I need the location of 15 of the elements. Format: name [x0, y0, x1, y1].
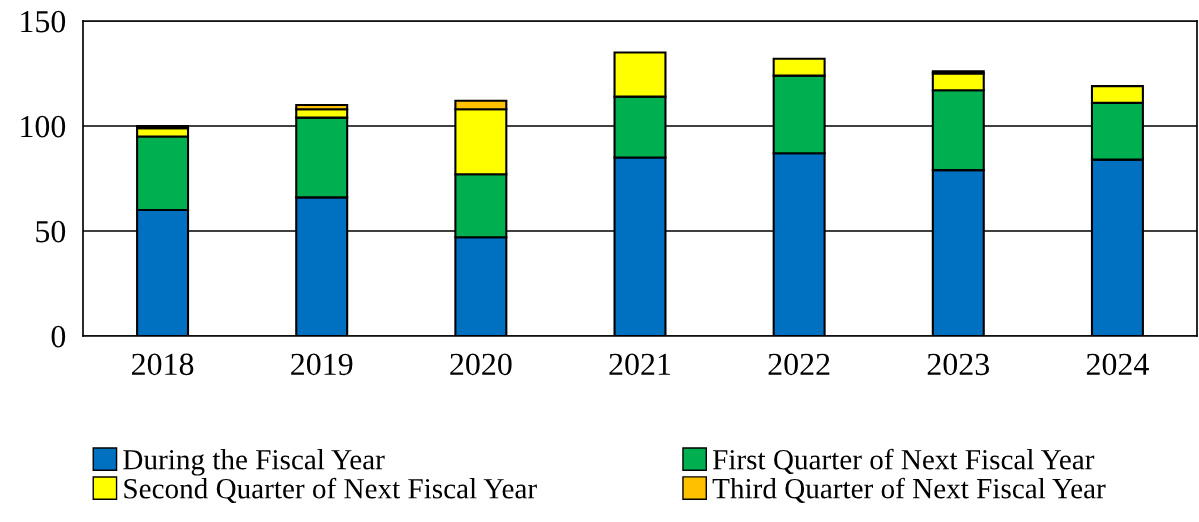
x-tick-label: 2022: [768, 353, 830, 376]
legend-label: Second Quarter of Next Fiscal Year: [124, 477, 537, 504]
legend-label: First Quarter of Next Fiscal Year: [712, 448, 1095, 474]
y-tick-label: 150: [21, 10, 66, 33]
y-tick-label: 50: [36, 220, 66, 243]
x-tick-label: 2020: [450, 353, 512, 376]
legend-label: During the Fiscal Year: [123, 449, 385, 476]
x-tick-label: 2019: [291, 353, 353, 376]
x-tick-label: 2024: [1086, 353, 1149, 376]
y-tick-label: 0: [51, 325, 66, 348]
x-tick-label: 2018: [132, 353, 194, 376]
x-tick-label: 2023: [927, 353, 989, 376]
y-tick-label: 100: [21, 115, 66, 138]
legend-label: Third Quarter of Next Fiscal Year: [712, 477, 1106, 503]
x-tick-label: 2021: [609, 353, 671, 376]
